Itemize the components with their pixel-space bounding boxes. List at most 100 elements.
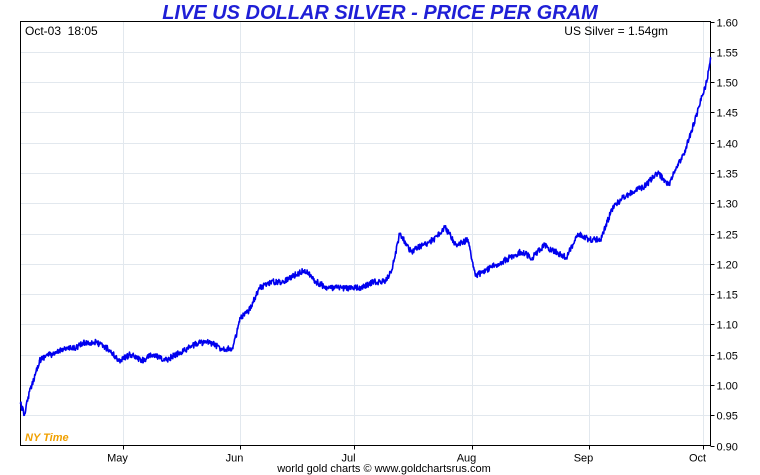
price-point: [326, 287, 329, 289]
price-point: [398, 232, 401, 235]
x-axis-ticks: May Jun Jul Aug Sep Oct: [107, 445, 706, 465]
y-tick-label: 0.90: [717, 442, 738, 454]
price-point: [383, 281, 386, 283]
price-point: [163, 359, 166, 362]
price-point: [508, 256, 511, 259]
x-tick-label: Aug: [457, 453, 477, 465]
y-tick-label: 1.50: [717, 78, 738, 90]
price-point: [705, 81, 708, 83]
price-point: [702, 93, 704, 95]
price-point: [588, 238, 590, 241]
y-tick-label: 1.35: [717, 169, 738, 181]
price-point: [349, 287, 352, 289]
price-series: [19, 57, 712, 417]
price-point: [565, 256, 568, 259]
price-point: [34, 372, 37, 374]
price-point: [360, 287, 363, 289]
chart-title: LIVE US DOLLAR SILVER - PRICE PER GRAM: [162, 2, 599, 24]
price-point: [23, 414, 26, 417]
price-point: [118, 359, 120, 362]
price-point: [269, 281, 272, 283]
y-tick-label: 0.95: [717, 411, 738, 423]
price-point: [46, 353, 48, 356]
y-tick-label: 1.40: [717, 139, 738, 151]
price-point: [232, 347, 234, 350]
price-point: [633, 190, 636, 192]
date-time-label: Oct-03 18:05: [25, 24, 98, 38]
price-point: [622, 196, 625, 198]
price-point: [95, 341, 98, 344]
price-point: [247, 311, 249, 314]
price-point: [542, 244, 545, 247]
price-point: [220, 347, 223, 350]
price-point: [455, 244, 458, 247]
price-point: [467, 238, 469, 241]
footer-credit: world gold charts © www.goldchartsrus.co…: [276, 463, 491, 475]
price-point: [690, 129, 693, 132]
price-point: [432, 238, 435, 241]
price-point: [31, 384, 33, 386]
plot-frame: [20, 21, 711, 446]
price-point: [531, 256, 534, 259]
price-point: [61, 347, 63, 350]
y-tick-label: 1.20: [717, 260, 738, 272]
price-point: [675, 166, 678, 168]
price-point: [27, 396, 29, 398]
price-point: [611, 208, 613, 211]
price-point: [197, 341, 200, 344]
price-point: [239, 317, 242, 320]
price-point: [38, 359, 41, 362]
price-point: [338, 287, 340, 289]
y-tick-label: 1.30: [717, 199, 738, 211]
x-tick-label: Jul: [341, 453, 355, 465]
x-tick-label: Jun: [226, 453, 244, 465]
price-point: [410, 250, 412, 253]
price-point: [683, 154, 685, 156]
y-tick-label: 1.05: [717, 351, 738, 363]
price-point: [258, 287, 261, 289]
price-point: [709, 57, 712, 59]
price-point: [209, 341, 211, 344]
y-tick-label: 1.10: [717, 320, 738, 332]
price-point: [304, 269, 306, 271]
x-tick-label: May: [107, 453, 128, 465]
price-point: [53, 353, 56, 356]
price-point: [19, 402, 22, 404]
price-point: [391, 269, 393, 271]
price-point: [656, 172, 659, 174]
price-point: [474, 275, 477, 277]
price-point: [497, 263, 500, 265]
current-price-label: US Silver = 1.54gm: [564, 24, 668, 38]
x-tick-label: Oct: [689, 453, 706, 465]
y-axis-ticks: 0.90 0.95 1.00 1.05 1.10 1.15 1.20 1.25 1.30 1.35…: [710, 18, 738, 454]
price-point: [444, 226, 446, 229]
price-point: [554, 250, 556, 253]
price-point: [668, 184, 670, 186]
price-point: [129, 353, 132, 356]
price-point: [421, 244, 424, 247]
price-point: [372, 281, 374, 283]
price-point: [152, 353, 154, 356]
chart-grid: [20, 21, 711, 446]
y-tick-label: 1.25: [717, 230, 738, 242]
price-point: [175, 353, 177, 356]
price-point: [486, 269, 488, 271]
price-point: [577, 232, 579, 235]
price-line: [19, 57, 712, 417]
y-tick-label: 1.00: [717, 381, 738, 393]
price-point: [106, 347, 109, 350]
x-tick-label: Sep: [574, 453, 594, 465]
price-point: [281, 281, 283, 283]
y-tick-label: 1.15: [717, 290, 738, 302]
timezone-label: NY Time: [25, 432, 69, 444]
price-point: [599, 238, 602, 241]
price-point: [72, 347, 75, 350]
y-tick-label: 1.55: [717, 48, 738, 60]
price-point: [315, 281, 318, 283]
price-point: [186, 347, 189, 350]
y-tick-label: 1.45: [717, 108, 738, 120]
y-tick-label: 1.60: [717, 18, 738, 30]
price-point: [141, 359, 143, 362]
price-point: [84, 341, 86, 344]
